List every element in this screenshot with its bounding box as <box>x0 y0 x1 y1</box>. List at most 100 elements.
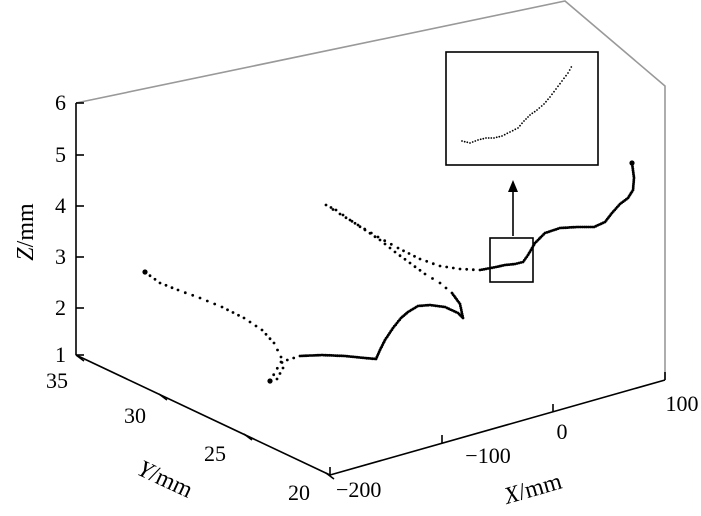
trajectory-point <box>237 313 240 317</box>
trajectory-point <box>298 354 302 358</box>
trajectory-point <box>393 250 397 254</box>
inset-point <box>471 141 474 143</box>
trajectory-point <box>314 353 318 357</box>
y-tick-label: 30 <box>124 403 146 428</box>
inset-point <box>547 98 549 101</box>
trajectory-endpoint <box>142 269 148 275</box>
trajectory-endpoint <box>267 378 273 384</box>
inset-point <box>482 137 485 140</box>
inset-point <box>553 90 555 93</box>
trajectory-point <box>300 354 304 358</box>
y-axis-label: Y/mm <box>133 456 196 504</box>
trajectory-point <box>465 267 469 271</box>
trajectory-point <box>191 293 195 297</box>
trajectory-point <box>471 268 475 272</box>
x-tick-label: 0 <box>557 419 568 444</box>
trajectory-point <box>272 341 276 345</box>
inset-point <box>514 128 517 131</box>
trajectory-point <box>383 239 387 243</box>
inset-frame <box>445 51 599 166</box>
trajectory-point <box>254 324 258 328</box>
trajectory-series <box>142 160 636 384</box>
trajectory-point <box>445 265 449 269</box>
inset-point <box>466 141 469 144</box>
trajectory-point <box>220 305 224 309</box>
trajectory-point <box>413 254 416 258</box>
inset-point <box>527 116 529 118</box>
trajectory-point <box>275 377 279 381</box>
trajectory-point <box>272 373 276 377</box>
inset-point <box>551 93 553 96</box>
trajectory-point <box>324 203 328 207</box>
trajectory-point <box>231 311 235 314</box>
inset-point <box>485 137 487 139</box>
trajectory-point <box>304 354 308 358</box>
trajectory-point <box>389 242 393 246</box>
trajectory-point <box>183 291 187 295</box>
trajectory-point <box>302 354 306 358</box>
trajectory-point <box>153 277 157 281</box>
inset-point <box>498 135 501 138</box>
y-tick-label: 25 <box>204 441 226 466</box>
trajectory-point <box>363 227 367 231</box>
inset-point <box>529 114 531 116</box>
trajectory-point <box>264 332 268 336</box>
trajectory-point <box>158 281 162 285</box>
trajectory-point <box>148 274 152 278</box>
trajectory-point <box>403 257 407 261</box>
y-axis-unit: /mm <box>146 461 197 503</box>
y-axis-ticks <box>75 354 335 480</box>
trajectory-point <box>260 328 264 332</box>
trajectory-point <box>278 372 282 375</box>
trajectory-point <box>369 231 373 235</box>
x-axis-label-group: X/mm <box>500 469 565 511</box>
inset-point <box>517 127 519 129</box>
trajectory-point <box>279 355 283 359</box>
inset-point <box>567 72 569 74</box>
x-tick-label: −100 <box>465 443 510 468</box>
z-axis-label: Z/mm <box>13 203 39 261</box>
trajectory-point <box>358 225 362 229</box>
trajectory-point <box>353 221 357 225</box>
z-tick-label: 6 <box>55 90 66 115</box>
inset-points <box>461 66 573 144</box>
trajectory-point <box>378 238 382 242</box>
trajectory-point <box>408 261 412 265</box>
trajectory-point <box>316 353 320 357</box>
zoom-region-box <box>489 237 534 283</box>
trajectory-point <box>268 337 272 341</box>
inset-point <box>461 140 463 142</box>
inset-point <box>565 74 567 77</box>
zoom-annotation <box>489 180 534 283</box>
trajectory-point <box>418 268 422 272</box>
z-axis-var: Z <box>13 247 39 261</box>
z-tick-label: 3 <box>55 244 66 269</box>
trajectory-point <box>279 360 283 364</box>
trajectory-point <box>407 252 411 255</box>
inset-point <box>559 82 561 85</box>
trajectory-point <box>281 366 285 370</box>
x-tick-label: −200 <box>336 477 381 502</box>
y-tick-label: 20 <box>288 480 310 505</box>
inset-point <box>525 118 527 120</box>
trajectory-endpoint <box>629 160 635 166</box>
trajectory-point <box>398 254 402 258</box>
inset-point <box>540 105 543 107</box>
x-axis-label: X/mm <box>500 469 565 511</box>
inset-point <box>521 122 523 125</box>
inset-point <box>568 69 571 71</box>
trajectory-point <box>418 257 422 261</box>
trajectory-point <box>450 291 454 295</box>
back-frame <box>75 0 666 380</box>
trajectory-point <box>402 249 405 253</box>
inset-point <box>463 140 466 143</box>
trajectory-point <box>373 235 377 239</box>
inset-point <box>493 137 495 139</box>
trajectory-point <box>306 354 310 357</box>
trajectory-point <box>276 348 279 352</box>
trajectory-point <box>632 180 636 184</box>
trajectory-point <box>458 267 462 271</box>
trajectory-point <box>308 354 312 357</box>
inset-point <box>479 138 482 141</box>
